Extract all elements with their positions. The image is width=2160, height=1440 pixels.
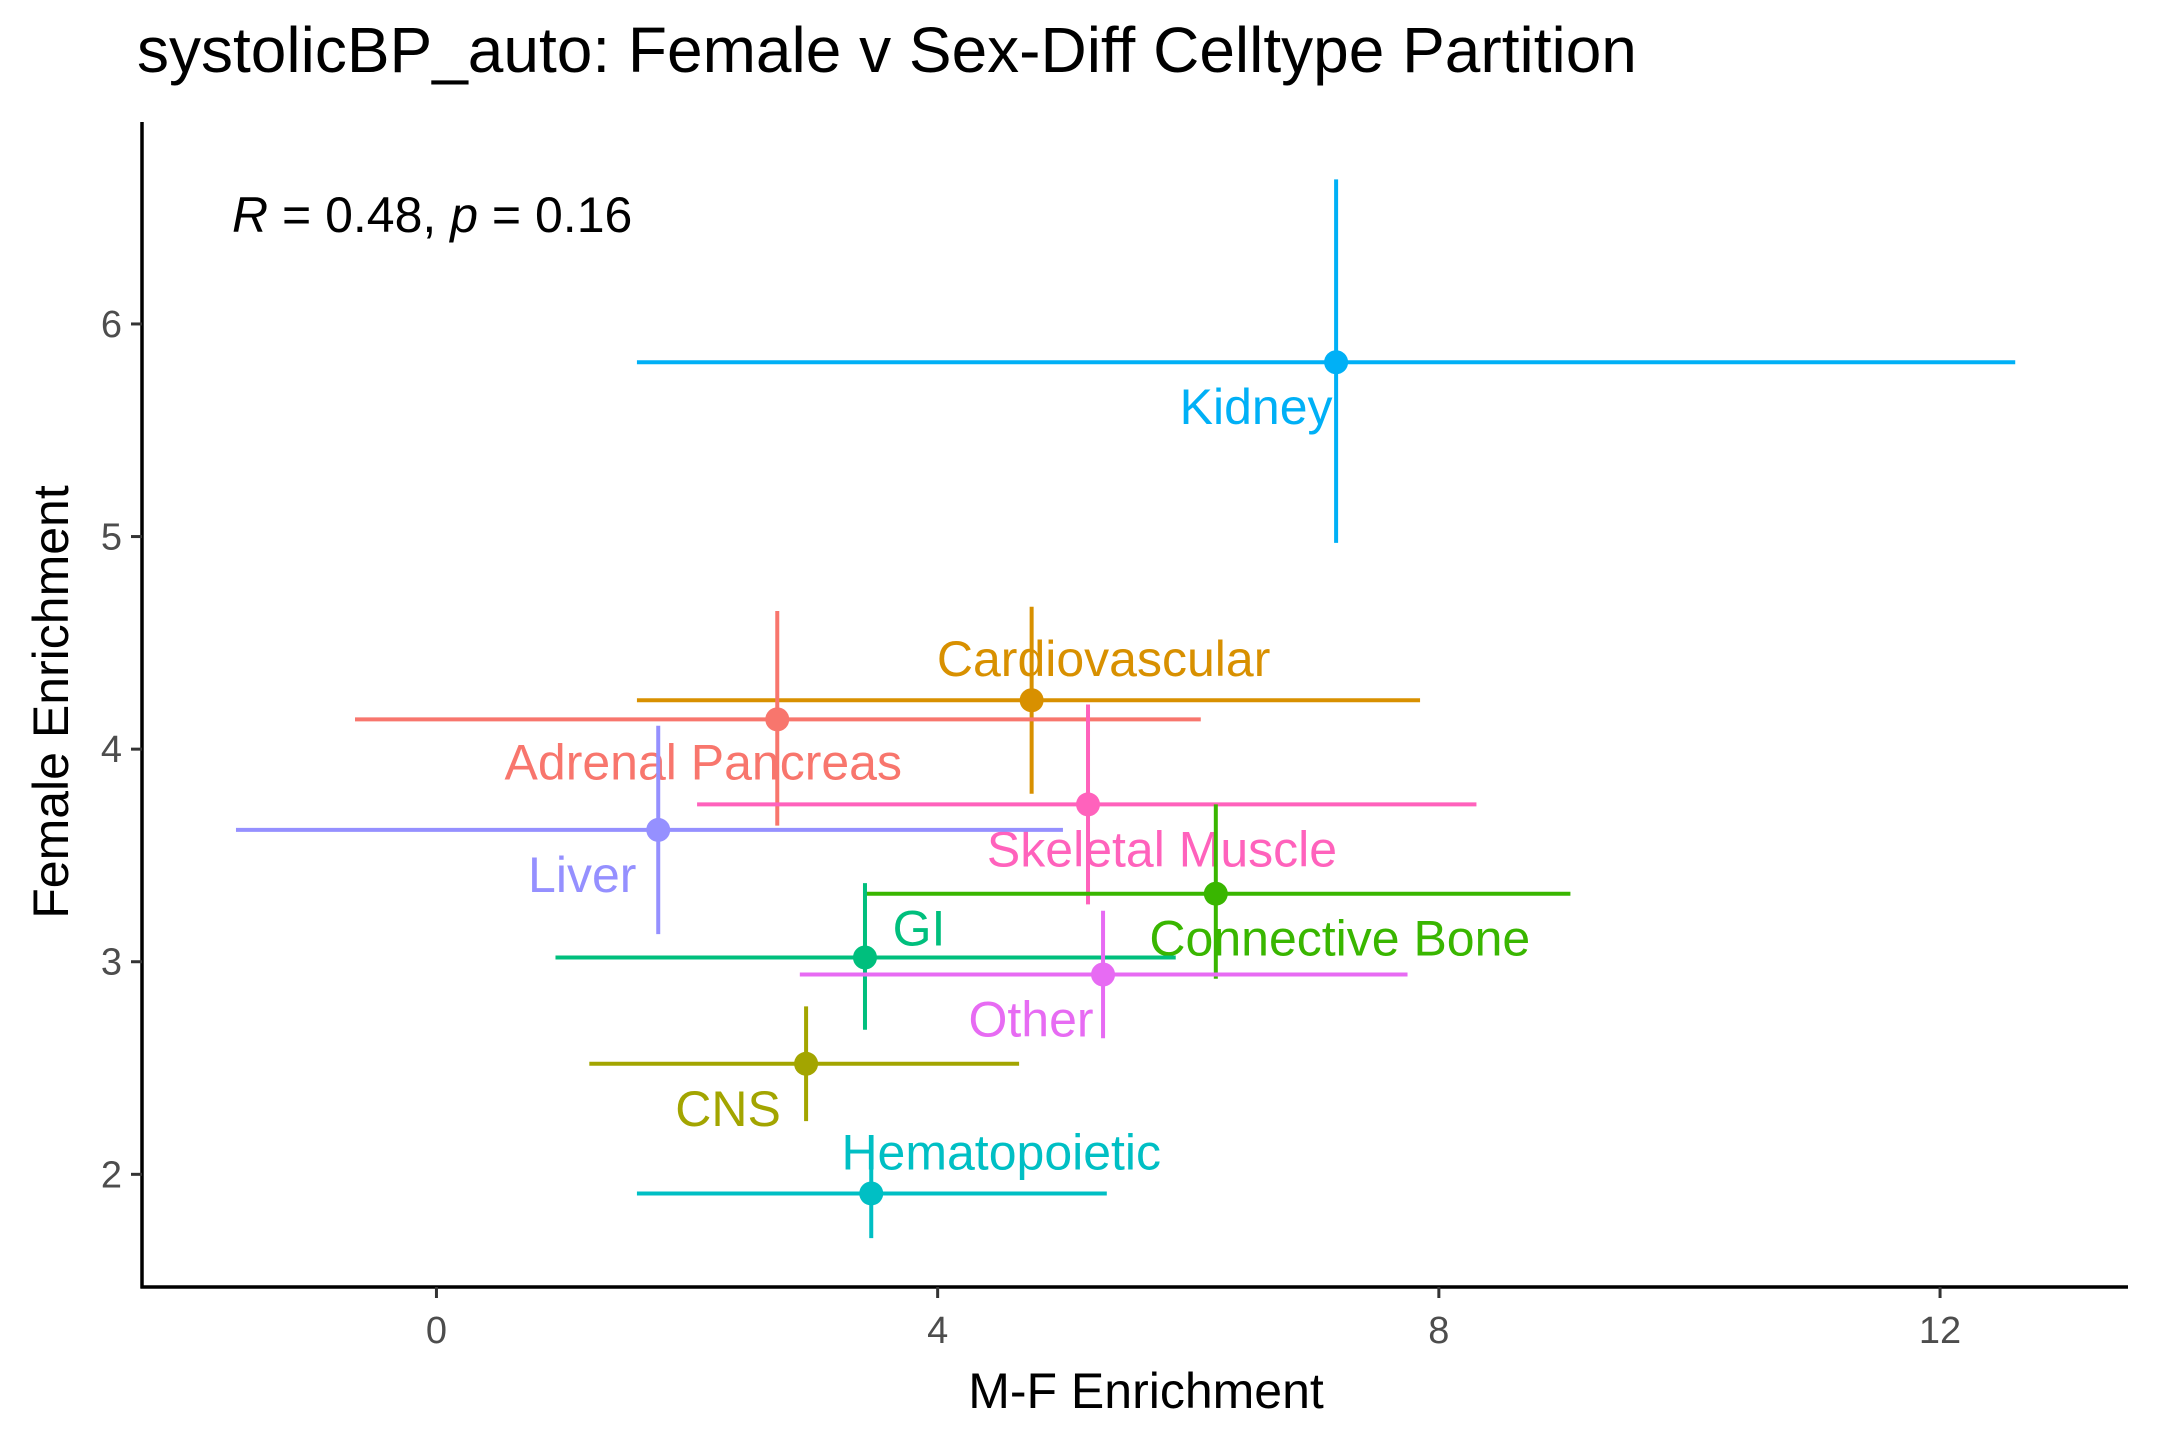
series-hematopoietic: Hematopoietic: [636, 1124, 1161, 1239]
data-point: [1203, 881, 1228, 906]
series-adrenal-pancreas: Adrenal Pancreas: [355, 610, 1201, 826]
point-label: Cardiovascular: [937, 631, 1270, 687]
x-tick-label: 0: [426, 1310, 447, 1352]
x-tick-label: 4: [927, 1310, 948, 1352]
series-kidney: Kidney: [636, 179, 2016, 543]
chart-title: systolicBP_auto: Female v Sex-Diff Cellt…: [137, 14, 1637, 86]
data-point: [1324, 350, 1349, 375]
series-other: Other: [799, 910, 1408, 1047]
point-label: Other: [969, 991, 1094, 1047]
point-label: GI: [893, 900, 946, 956]
r-symbol: R: [232, 187, 268, 243]
point-label: Hematopoietic: [841, 1124, 1161, 1180]
y-tick-label: 6: [101, 304, 122, 346]
series-cardiovascular: Cardiovascular: [636, 606, 1421, 794]
y-tick-label: 3: [101, 942, 122, 984]
point-label: Adrenal Pancreas: [505, 734, 902, 790]
correlation-annotation: R = 0.48, p = 0.16: [232, 187, 632, 243]
y-axis-title: Female Enrichment: [23, 485, 79, 919]
data-point: [1076, 792, 1101, 817]
point-label: CNS: [675, 1081, 781, 1137]
data-point: [1019, 688, 1044, 713]
axes-layer: 0 4 8 12 2 3 4 5 6: [101, 122, 2128, 1352]
r-value-text: = 0.48,: [268, 187, 450, 243]
data-point: [765, 707, 790, 732]
series-cns: CNS: [589, 1006, 1020, 1137]
y-tick-label: 4: [101, 729, 122, 771]
point-label: Connective Bone: [1149, 911, 1530, 967]
x-axis-title: M-F Enrichment: [968, 1363, 1324, 1419]
point-label: Kidney: [1180, 379, 1333, 435]
y-tick-label: 5: [101, 517, 122, 559]
p-symbol: p: [448, 187, 478, 243]
x-tick-label: 12: [1919, 1310, 1961, 1352]
data-point: [1091, 962, 1116, 987]
p-value-text: = 0.16: [478, 187, 632, 243]
series-gi: GI: [555, 883, 1176, 1030]
point-label: Liver: [528, 847, 636, 903]
data-point: [859, 1181, 884, 1206]
data-point: [794, 1051, 819, 1076]
series-connective-bone: Connective Bone: [864, 804, 1571, 979]
y-tick-label: 2: [101, 1154, 122, 1196]
data-point: [852, 945, 877, 970]
series-liver: Liver: [235, 725, 1063, 935]
x-tick-label: 8: [1428, 1310, 1449, 1352]
data-point: [646, 817, 671, 842]
